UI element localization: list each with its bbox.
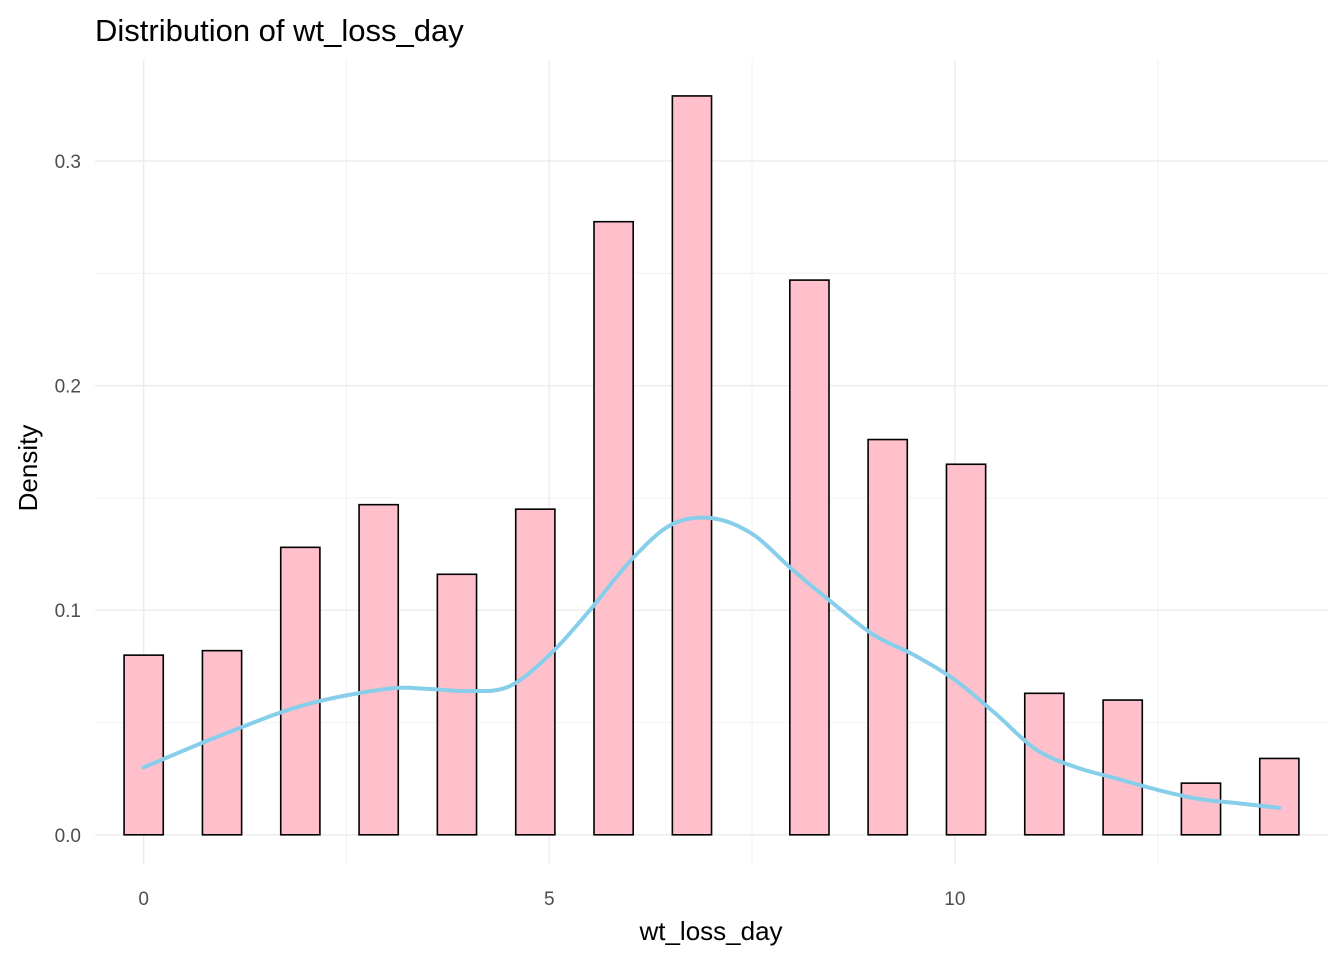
density-curve-layer	[141, 515, 1282, 810]
histogram-bar-3	[279, 546, 321, 836]
x-axis-title: wt_loss_day	[638, 916, 782, 946]
histogram-bar-12	[1023, 692, 1065, 836]
histogram-bar-6	[514, 508, 556, 836]
y-tick-label: 0.0	[55, 826, 81, 847]
histogram-bar-14	[1180, 782, 1222, 836]
x-axis-ticks: 0 5 10	[138, 889, 965, 910]
histogram-bar-9	[789, 279, 830, 836]
histogram-bar-4	[358, 503, 400, 836]
histogram-bar-7	[593, 220, 634, 836]
histogram-bar-13	[1102, 699, 1144, 836]
histogram-bar-15	[1258, 757, 1300, 836]
x-tick-label: 10	[944, 889, 965, 910]
histogram-bar-11	[945, 463, 987, 836]
histogram-bar-2	[201, 649, 243, 836]
chart-title: Distribution of wt_loss_day	[95, 13, 464, 48]
y-tick-label: 0.3	[55, 152, 81, 173]
y-tick-label: 0.2	[55, 377, 81, 398]
x-tick-label: 0	[138, 889, 149, 910]
density-curve	[141, 515, 1282, 810]
histogram-bar-8	[671, 95, 713, 836]
y-axis-ticks: 0.0 0.1 0.2 0.3	[55, 152, 81, 847]
histogram-bar-1	[123, 654, 165, 836]
histogram-bar-5	[436, 573, 478, 836]
histogram-bars	[123, 95, 1300, 836]
y-axis-title: Density	[13, 425, 43, 512]
y-tick-label: 0.1	[55, 601, 81, 622]
x-tick-label: 5	[544, 889, 555, 910]
